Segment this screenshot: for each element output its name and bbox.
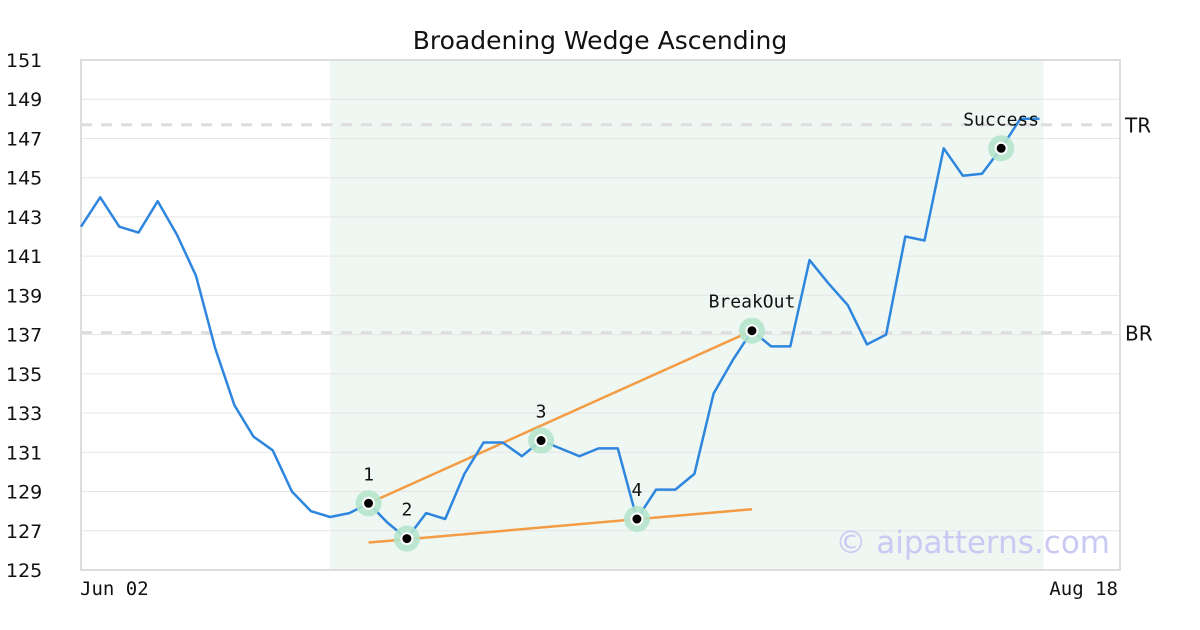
y-tick-label: 141 xyxy=(6,246,42,268)
price-line xyxy=(79,117,1040,540)
reference-label-tr: TR xyxy=(1124,114,1151,138)
x-tick-label-start: Jun 02 xyxy=(80,578,149,600)
point-label-2: 2 xyxy=(401,500,412,521)
point-label-4: 4 xyxy=(632,480,643,501)
y-tick-label: 125 xyxy=(6,560,42,582)
point-marker-success xyxy=(994,141,1008,155)
y-tick-label: 143 xyxy=(6,207,42,229)
trendline-1 xyxy=(368,329,753,505)
y-tick-label: 137 xyxy=(6,325,42,347)
chart-title: Broadening Wedge Ascending xyxy=(413,26,788,55)
pattern-highlight-band xyxy=(330,60,1044,570)
point-marker-3 xyxy=(534,434,548,448)
point-label-1: 1 xyxy=(363,464,374,485)
point-marker-breakout xyxy=(745,324,759,338)
y-tick-label: 133 xyxy=(6,403,42,425)
y-tick-label: 127 xyxy=(6,521,42,543)
y-tick-label: 139 xyxy=(6,285,42,307)
y-tick-label: 131 xyxy=(6,442,42,464)
watermark: © aipatterns.com xyxy=(835,525,1110,561)
point-marker-2 xyxy=(400,532,414,546)
point-label-3: 3 xyxy=(536,402,547,423)
y-tick-label: 147 xyxy=(6,128,42,150)
y-tick-label: 145 xyxy=(6,168,42,190)
plot-frame xyxy=(80,59,1121,571)
x-tick-label-end: Aug 18 xyxy=(1049,578,1118,600)
y-tick-label: 151 xyxy=(6,50,42,72)
y-tick-label: 149 xyxy=(6,89,42,111)
point-label-success: Success xyxy=(963,109,1039,130)
point-marker-4 xyxy=(630,512,644,526)
point-marker-1 xyxy=(362,496,376,510)
y-tick-label: 129 xyxy=(6,482,42,504)
point-label-breakout: BreakOut xyxy=(709,292,796,313)
plot-area: 1251271291311331351371391411431451471491… xyxy=(6,50,1153,582)
reference-label-br: BR xyxy=(1125,322,1153,346)
y-tick-label: 135 xyxy=(6,364,42,386)
trendline-2 xyxy=(368,507,753,544)
